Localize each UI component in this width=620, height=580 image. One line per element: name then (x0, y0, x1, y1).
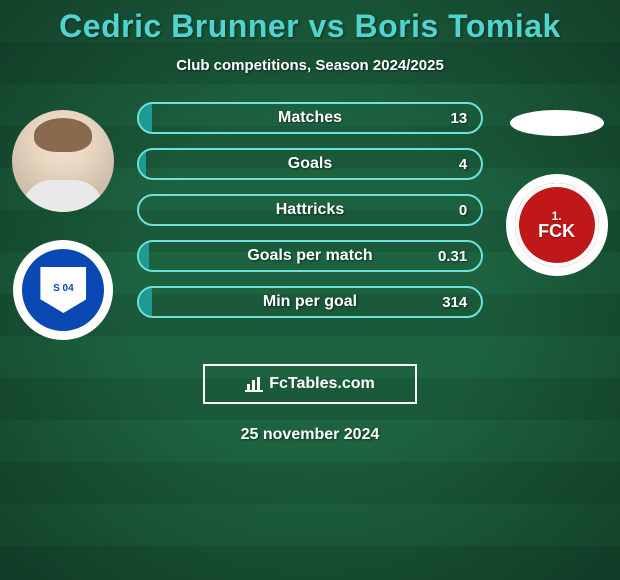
stat-bar: Goals4 (137, 148, 483, 180)
stat-bar-value: 0 (459, 202, 467, 219)
right-player-col: 1. FCK (497, 102, 616, 276)
date-label: 25 november 2024 (0, 426, 620, 444)
subtitle: Club competitions, Season 2024/2025 (0, 57, 620, 74)
club-badge-right: 1. FCK (506, 174, 608, 276)
comparison-row: S 04 Matches13 Goals4 Hattricks0 Goals per … (0, 102, 620, 340)
fck-text: 1. FCK (538, 210, 575, 240)
stat-bar-label: Goals per match (139, 247, 481, 265)
stat-bar-value: 13 (451, 110, 468, 127)
stat-bar: Hattricks0 (137, 194, 483, 226)
stat-bars: Matches13 Goals4 Hattricks0 Goals per match… (137, 102, 483, 318)
stat-bar-label: Min per goal (139, 293, 481, 311)
stat-bar-value: 0.31 (438, 248, 467, 265)
stat-bar-label: Goals (139, 155, 481, 173)
fck-text-mid: FCK (538, 222, 575, 240)
stat-bar: Matches13 (137, 102, 483, 134)
left-player-col: S 04 (4, 102, 123, 340)
stat-bar-label: Matches (139, 109, 481, 127)
page-title: Cedric Brunner vs Boris Tomiak (0, 0, 620, 45)
brand-box[interactable]: FcTables.com (203, 364, 417, 404)
player-photo-right (510, 110, 604, 136)
schalke-inner: S 04 (22, 249, 104, 331)
player-photo-left (12, 110, 114, 212)
brand-label: FcTables.com (269, 375, 375, 393)
club-badge-left: S 04 (13, 240, 113, 340)
stat-bar-label: Hattricks (139, 201, 481, 219)
stat-bar-value: 4 (459, 156, 467, 173)
chart-icon (245, 376, 263, 392)
stat-bar-value: 314 (442, 294, 467, 311)
stat-bar: Min per goal314 (137, 286, 483, 318)
schalke-text: S 04 (53, 283, 74, 294)
fck-inner: 1. FCK (515, 183, 599, 267)
stat-bar: Goals per match0.31 (137, 240, 483, 272)
